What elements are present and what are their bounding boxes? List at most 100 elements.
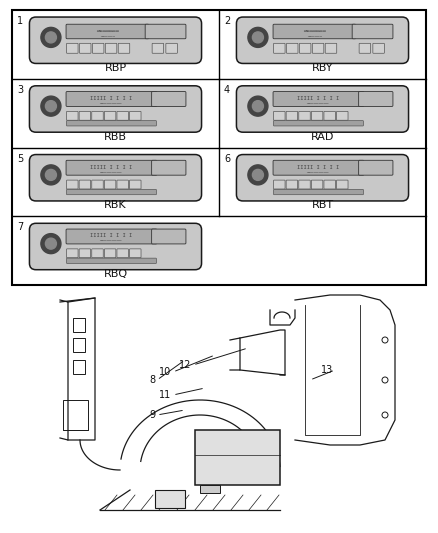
FancyBboxPatch shape (324, 111, 336, 120)
Text: RBQ: RBQ (103, 269, 127, 279)
Text: ──────: ────── (100, 35, 115, 39)
Bar (73, 360, 85, 374)
FancyBboxPatch shape (29, 223, 201, 270)
FancyBboxPatch shape (274, 111, 285, 120)
FancyBboxPatch shape (92, 249, 103, 258)
FancyBboxPatch shape (274, 120, 364, 126)
FancyBboxPatch shape (152, 160, 186, 175)
Bar (155, 490, 185, 508)
FancyBboxPatch shape (130, 180, 141, 189)
FancyBboxPatch shape (324, 180, 336, 189)
Text: RAD: RAD (311, 132, 334, 141)
Text: 13: 13 (321, 365, 333, 375)
FancyBboxPatch shape (67, 189, 156, 195)
FancyBboxPatch shape (117, 111, 128, 120)
FancyBboxPatch shape (105, 43, 117, 53)
FancyBboxPatch shape (299, 180, 310, 189)
Text: 9: 9 (149, 410, 155, 420)
Text: RBT: RBT (311, 200, 334, 210)
FancyBboxPatch shape (145, 24, 186, 39)
FancyBboxPatch shape (130, 111, 141, 120)
Text: IIIII I I I I: IIIII I I I I (297, 96, 339, 101)
FancyBboxPatch shape (336, 180, 348, 189)
Text: 12: 12 (179, 360, 191, 370)
FancyBboxPatch shape (237, 86, 409, 132)
Text: 11: 11 (159, 390, 171, 400)
Text: 5: 5 (17, 154, 23, 164)
Text: ─────────: ───────── (99, 239, 122, 244)
FancyBboxPatch shape (286, 180, 298, 189)
FancyBboxPatch shape (311, 111, 323, 120)
FancyBboxPatch shape (336, 111, 348, 120)
Text: 10: 10 (159, 367, 171, 377)
FancyBboxPatch shape (79, 249, 91, 258)
Circle shape (248, 96, 268, 116)
Text: ─────────: ───────── (99, 102, 122, 106)
Bar (63, 400, 88, 430)
Text: ─────────: ───────── (307, 171, 329, 175)
Text: RBB: RBB (104, 132, 127, 141)
Circle shape (46, 32, 57, 43)
Circle shape (41, 96, 61, 116)
Text: 7: 7 (17, 222, 23, 232)
Bar (73, 318, 85, 332)
FancyBboxPatch shape (66, 92, 157, 107)
Circle shape (252, 169, 263, 180)
Bar (73, 338, 85, 352)
Text: IIIII I I I I: IIIII I I I I (89, 96, 132, 101)
FancyBboxPatch shape (273, 92, 364, 107)
FancyBboxPatch shape (79, 111, 91, 120)
FancyBboxPatch shape (152, 43, 164, 53)
FancyBboxPatch shape (67, 120, 156, 126)
FancyBboxPatch shape (117, 180, 128, 189)
FancyBboxPatch shape (66, 24, 149, 39)
FancyBboxPatch shape (312, 43, 324, 53)
Text: 3: 3 (17, 85, 23, 95)
FancyBboxPatch shape (29, 155, 201, 201)
FancyBboxPatch shape (274, 180, 285, 189)
Circle shape (46, 169, 57, 180)
FancyBboxPatch shape (373, 43, 385, 53)
Bar (12, 10, 426, 285)
Text: 2: 2 (224, 16, 230, 26)
Circle shape (41, 165, 61, 185)
FancyBboxPatch shape (352, 24, 393, 39)
FancyBboxPatch shape (152, 229, 186, 244)
Bar (200, 485, 220, 493)
Text: IIIII I I I I: IIIII I I I I (89, 233, 132, 238)
FancyBboxPatch shape (274, 189, 364, 195)
FancyBboxPatch shape (273, 24, 356, 39)
FancyBboxPatch shape (29, 17, 201, 63)
FancyBboxPatch shape (117, 249, 128, 258)
FancyBboxPatch shape (274, 43, 285, 53)
FancyBboxPatch shape (325, 43, 337, 53)
Text: IIIII I I I I: IIIII I I I I (89, 165, 132, 169)
FancyBboxPatch shape (92, 180, 103, 189)
FancyBboxPatch shape (237, 17, 409, 63)
FancyBboxPatch shape (359, 160, 393, 175)
Text: 6: 6 (224, 154, 230, 164)
FancyBboxPatch shape (92, 111, 103, 120)
FancyBboxPatch shape (66, 160, 157, 175)
Text: IIIII I I I I: IIIII I I I I (297, 165, 339, 169)
Circle shape (248, 27, 268, 47)
Text: ═══════: ═══════ (303, 29, 326, 34)
FancyBboxPatch shape (300, 43, 311, 53)
Circle shape (252, 32, 263, 43)
Circle shape (248, 165, 268, 185)
FancyBboxPatch shape (118, 43, 130, 53)
FancyBboxPatch shape (152, 92, 186, 107)
FancyBboxPatch shape (359, 43, 371, 53)
FancyBboxPatch shape (237, 155, 409, 201)
FancyBboxPatch shape (166, 43, 177, 53)
FancyBboxPatch shape (67, 43, 78, 53)
Text: 4: 4 (224, 85, 230, 95)
Text: ─────────: ───────── (307, 102, 329, 106)
FancyBboxPatch shape (67, 258, 156, 263)
FancyBboxPatch shape (311, 180, 323, 189)
FancyBboxPatch shape (67, 111, 78, 120)
Text: RBY: RBY (312, 63, 333, 72)
Circle shape (46, 101, 57, 111)
Text: RBP: RBP (104, 63, 127, 72)
Circle shape (41, 27, 61, 47)
